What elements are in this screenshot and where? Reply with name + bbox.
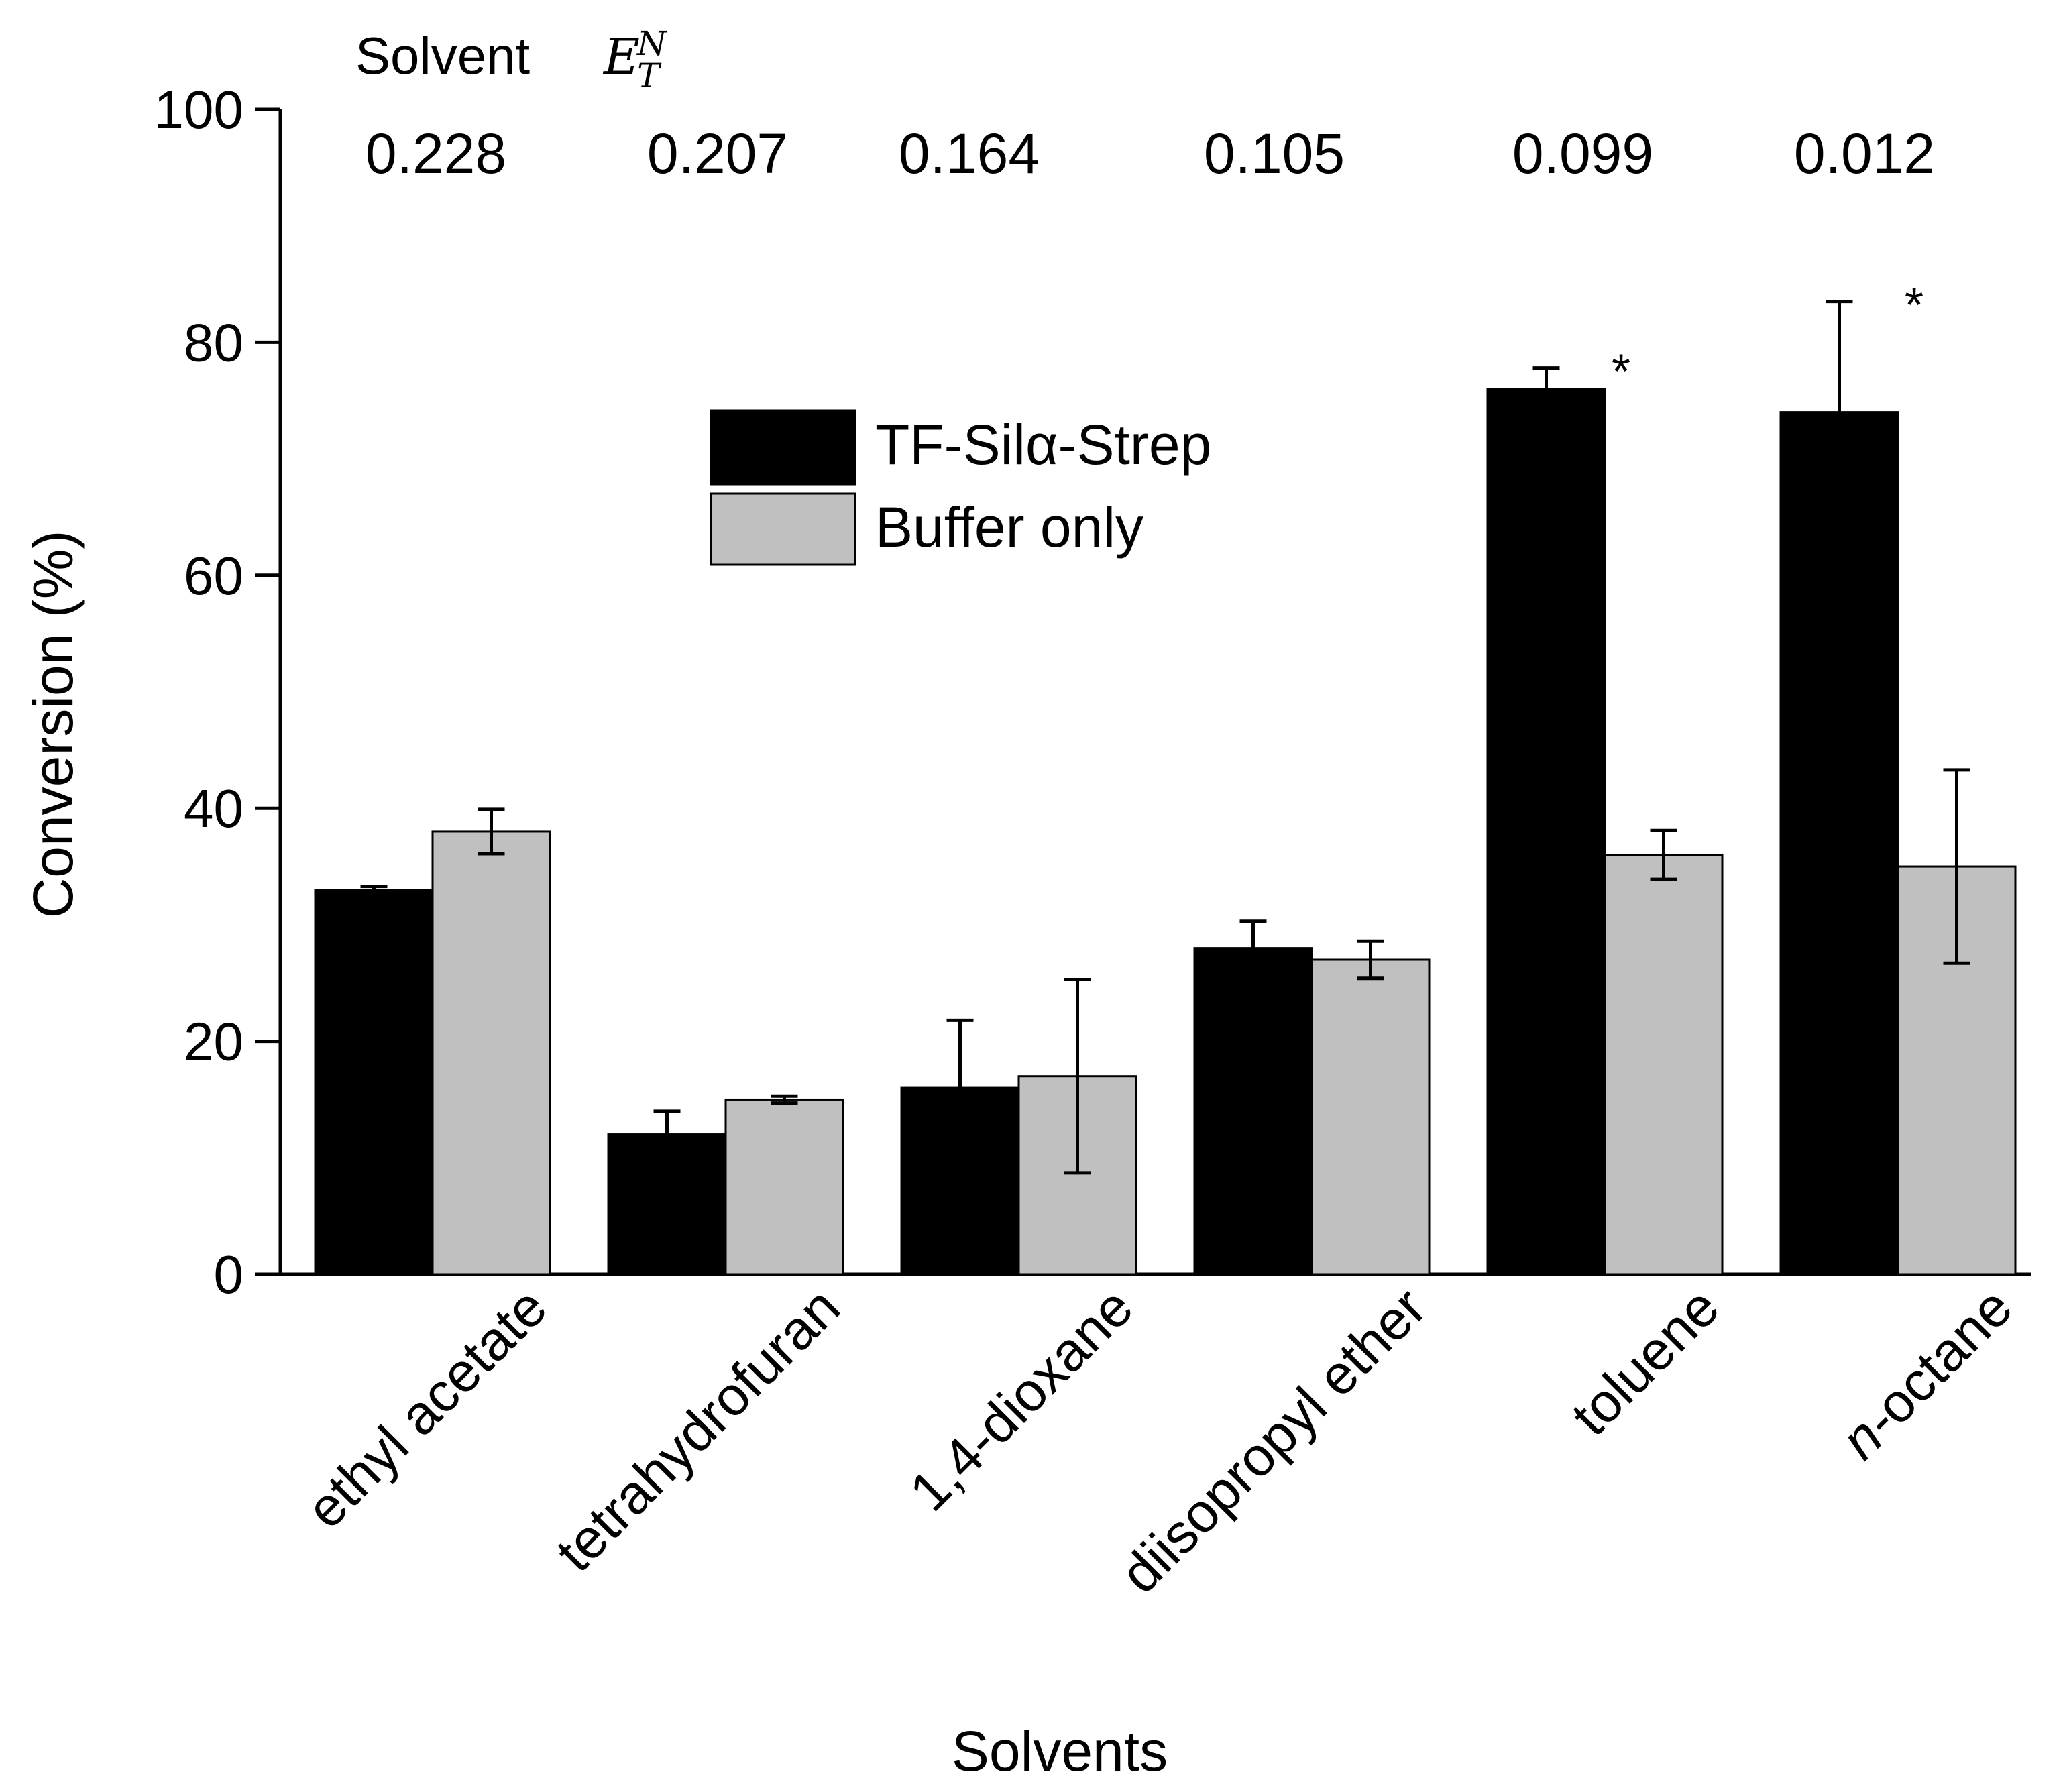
en-value-0: 0.228 — [366, 122, 506, 185]
legend: TF-Silα-Strep Buffer only — [710, 409, 1211, 566]
error-bar-buffer-1 — [771, 1094, 798, 1105]
x-tick-label-text: octane — [1864, 1276, 2023, 1436]
bar-buffer-0 — [431, 830, 551, 1276]
bar-buffer-1 — [724, 1098, 844, 1276]
legend-label-tf: TF-Silα-Strep — [875, 413, 1211, 476]
en-values: 0.228 0.207 0.164 0.105 0.099 0.012 — [366, 122, 1935, 185]
bar-buffer-2 — [1017, 1075, 1137, 1276]
error-bar-buffer-5 — [1943, 768, 1970, 965]
legend-swatch-tf — [710, 409, 856, 486]
significance-mark-1: * — [1905, 279, 1923, 333]
bars — [314, 388, 2017, 1276]
error-bars — [360, 300, 1970, 1175]
error-bar-buffer-2 — [1064, 978, 1091, 1175]
x-tick-label-text: 1,4-dioxane — [898, 1276, 1144, 1522]
y-tick-label: 20 — [184, 1012, 243, 1072]
x-tick-label-1: tetrahydrofuran — [545, 1276, 852, 1583]
axes: 0 20 40 60 80 100 — [154, 80, 2031, 1304]
bar-tf-4 — [1486, 388, 1606, 1276]
bar-tf-0 — [314, 889, 434, 1276]
bar-tf-5 — [1779, 411, 1899, 1276]
en-value-5: 0.012 — [1794, 122, 1935, 185]
significance-marks: ** — [1612, 279, 1923, 399]
error-bar-tf-1 — [653, 1109, 681, 1160]
x-tick-label-2: 1,4-dioxane — [898, 1276, 1144, 1522]
y-axis-title: Conversion (%) — [21, 530, 85, 919]
x-tick-label-text: ethyl acetate — [295, 1276, 559, 1540]
x-tick-label-5: n-octane — [1830, 1276, 2024, 1471]
significance-mark-0: * — [1612, 345, 1630, 399]
en-value-2: 0.164 — [899, 122, 1040, 185]
bar-tf-3 — [1193, 947, 1313, 1276]
error-bar-tf-5 — [1826, 300, 1853, 525]
en-value-1: 0.207 — [647, 122, 788, 185]
en-value-4: 0.099 — [1512, 122, 1653, 185]
en-value-3: 0.105 — [1204, 122, 1345, 185]
legend-swatch-buffer — [710, 492, 856, 566]
x-tick-label-text: tetrahydrofuran — [545, 1276, 852, 1583]
error-bar-tf-2 — [946, 1018, 974, 1158]
x-tick-label-4: toluene — [1560, 1276, 1731, 1447]
en-symbol: E — [602, 28, 640, 86]
error-bar-buffer-3 — [1357, 939, 1384, 981]
bar-buffer-4 — [1604, 854, 1724, 1276]
solvent-header-label: Solvent — [355, 26, 530, 85]
x-tick-label-text: toluene — [1560, 1276, 1731, 1447]
error-bar-buffer-4 — [1650, 828, 1677, 881]
y-tick-label: 100 — [154, 80, 243, 139]
y-tick-label: 60 — [184, 546, 243, 606]
y-tick-label: 80 — [184, 313, 243, 372]
error-bar-tf-4 — [1532, 366, 1560, 412]
legend-label-buffer: Buffer only — [875, 496, 1143, 559]
y-tick-label: 40 — [184, 779, 243, 838]
en-symbol-sub: T — [637, 56, 662, 95]
x-tick-label-text: diisopropyl ether — [1109, 1276, 1438, 1605]
x-tick-label-3: diisopropyl ether — [1109, 1276, 1438, 1605]
error-bar-buffer-0 — [478, 807, 505, 856]
y-tick-label: 0 — [214, 1245, 244, 1304]
en-symbol-sup: N — [636, 24, 668, 63]
error-bar-tf-0 — [360, 885, 388, 895]
bar-buffer-3 — [1310, 958, 1431, 1276]
x-tick-label-0: ethyl acetate — [295, 1276, 559, 1540]
x-axis-title: Solvents — [952, 1720, 1168, 1783]
error-bar-tf-3 — [1239, 919, 1267, 977]
